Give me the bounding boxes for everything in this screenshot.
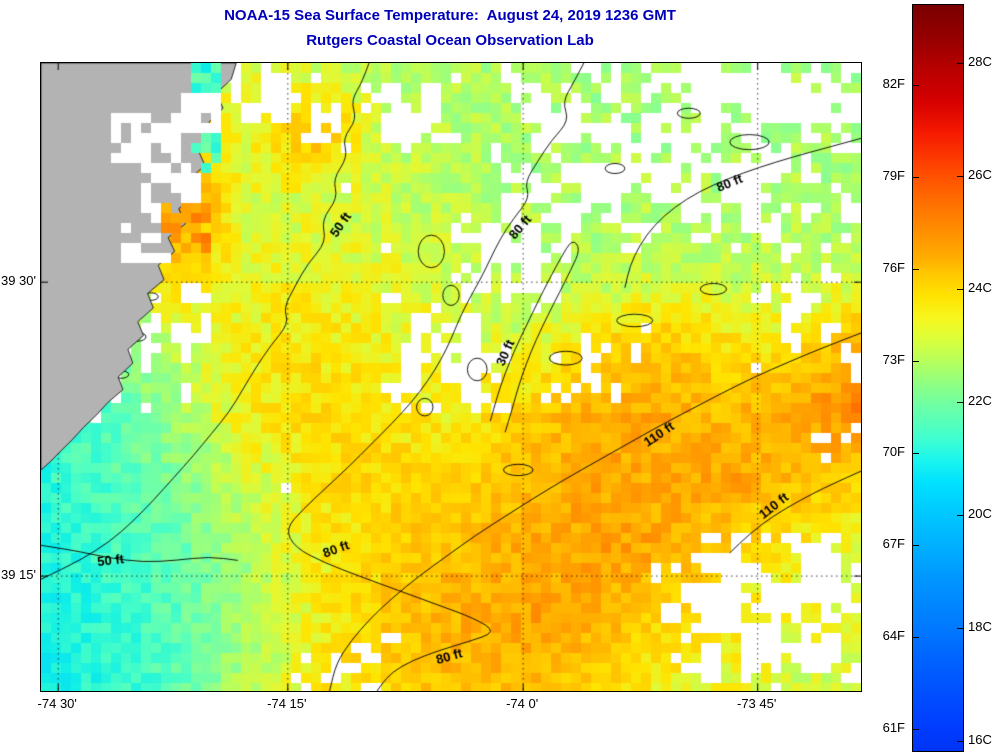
colorbar-fahrenheit-label: 73F (882, 352, 905, 367)
map-plot-area (40, 62, 862, 692)
colorbar-tick (957, 289, 963, 290)
colorbar-tick (957, 176, 963, 177)
colorbar-celsius-label: 22C (968, 393, 992, 408)
colorbar-fahrenheit-label: 79F (882, 168, 905, 183)
colorbar-tick (913, 177, 919, 178)
x-axis-tick-label: -74 0' (506, 696, 539, 711)
x-axis-tick-label: -74 15' (267, 696, 307, 711)
colorbar-fahrenheit-label: 76F (882, 260, 905, 275)
colorbar-tick (957, 63, 963, 64)
colorbar-fahrenheit-label: 67F (882, 536, 905, 551)
colorbar-tick (957, 515, 963, 516)
figure-subtitle: Rutgers Coastal Ocean Observation Lab (306, 32, 594, 49)
colorbar-celsius-label: 24C (968, 280, 992, 295)
colorbar-celsius-label: 18C (968, 619, 992, 634)
colorbar-tick (913, 85, 919, 86)
colorbar-fahrenheit-label: 61F (882, 720, 905, 735)
colorbar-fahrenheit-label: 70F (882, 444, 905, 459)
colorbar-tick (957, 402, 963, 403)
colorbar-tick (913, 361, 919, 362)
figure-title: NOAA-15 Sea Surface Temperature: August … (224, 7, 676, 24)
y-axis-tick-label: 39 15' (0, 567, 36, 583)
x-axis-tick-label: -74 30' (37, 696, 77, 711)
temperature-colorbar (912, 4, 964, 752)
colorbar-tick (913, 729, 919, 730)
colorbar-tick (913, 545, 919, 546)
colorbar-celsius-label: 26C (968, 167, 992, 182)
colorbar-tick (913, 453, 919, 454)
colorbar-fahrenheit-label: 64F (882, 628, 905, 643)
y-axis-tick-label: 39 30' (0, 273, 36, 289)
x-axis-tick-label: -73 45' (737, 696, 777, 711)
colorbar-celsius-label: 16C (968, 732, 992, 747)
colorbar-tick (913, 269, 919, 270)
colorbar-celsius-label: 28C (968, 54, 992, 69)
sst-field-canvas (41, 63, 861, 691)
colorbar-fahrenheit-label: 82F (882, 76, 905, 91)
colorbar-tick (913, 637, 919, 638)
colorbar-tick (957, 741, 963, 742)
colorbar-celsius-label: 20C (968, 506, 992, 521)
colorbar-tick (957, 628, 963, 629)
